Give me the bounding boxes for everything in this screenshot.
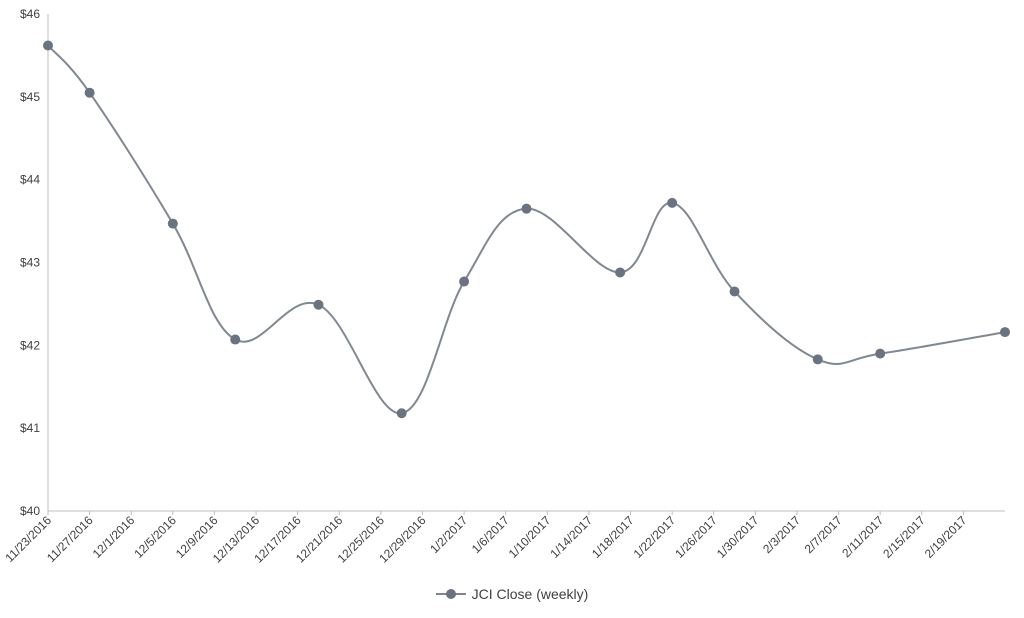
y-tick-label: $46 (20, 7, 40, 21)
x-tick-label: 2/19/2017 (922, 513, 970, 561)
data-point (812, 354, 823, 365)
data-point (167, 218, 178, 229)
x-tick-label: 1/6/2017 (469, 513, 512, 556)
x-tick-label: 1/14/2017 (547, 513, 595, 561)
legend-label: JCI Close (weekly) (471, 586, 589, 602)
y-tick-label: $42 (20, 338, 40, 352)
data-point (84, 87, 95, 98)
x-tick-label: 2/15/2017 (880, 513, 928, 561)
x-tick-label: 1/10/2017 (506, 513, 554, 561)
y-tick-label: $43 (20, 256, 40, 270)
y-tick-label: $40 (20, 504, 40, 518)
data-point (459, 276, 470, 287)
data-point (1000, 327, 1010, 338)
data-point (667, 197, 678, 208)
x-tick-label: 12/5/2016 (131, 513, 179, 561)
x-tick-label: 1/26/2017 (672, 513, 720, 561)
x-tick-label: 1/30/2017 (714, 513, 762, 561)
x-tick-label: 1/2/2017 (427, 513, 470, 556)
data-point (396, 408, 407, 419)
plot-area (43, 40, 1010, 419)
x-axis-ticks: 11/23/201611/27/201612/1/201612/5/201612… (2, 511, 970, 566)
data-point (43, 40, 53, 51)
data-point (875, 348, 886, 359)
x-tick-label: 1/22/2017 (631, 513, 679, 561)
y-tick-label: $41 (20, 421, 40, 435)
data-point (729, 286, 740, 297)
legend-item: JCI Close (weekly) (435, 586, 589, 602)
data-point (521, 203, 532, 214)
data-point (230, 334, 241, 345)
y-tick-label: $44 (20, 173, 40, 187)
x-tick-label: 2/3/2017 (760, 513, 803, 556)
y-axis-ticks: $40 $41 $42 $43 $44 $45 $46 (20, 7, 40, 518)
data-point (313, 299, 324, 310)
x-tick-label: 1/18/2017 (589, 513, 637, 561)
y-tick-label: $45 (20, 90, 40, 104)
data-point (615, 267, 626, 278)
x-tick-label: 2/11/2017 (839, 513, 886, 560)
x-tick-label: 12/1/2016 (90, 513, 138, 561)
series-line (47, 44, 1006, 415)
legend-marker-icon (435, 588, 466, 600)
legend: JCI Close (weekly) (0, 586, 1024, 603)
x-tick-label: 2/7/2017 (802, 513, 845, 556)
